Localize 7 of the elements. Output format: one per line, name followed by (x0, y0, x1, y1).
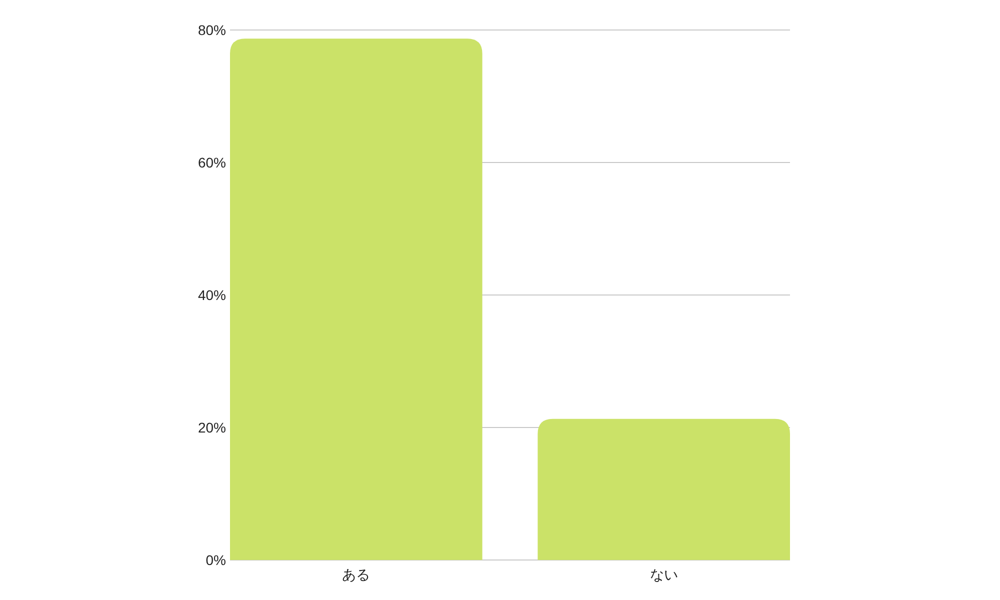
y-tick-label: 40% (198, 287, 226, 303)
x-tick-label: ある (342, 566, 370, 582)
x-tick-label: ない (650, 566, 678, 582)
y-tick-label: 80% (198, 22, 226, 38)
y-tick-label: 60% (198, 154, 226, 170)
y-tick-label: 0% (206, 552, 226, 568)
y-tick-label: 20% (198, 420, 226, 436)
